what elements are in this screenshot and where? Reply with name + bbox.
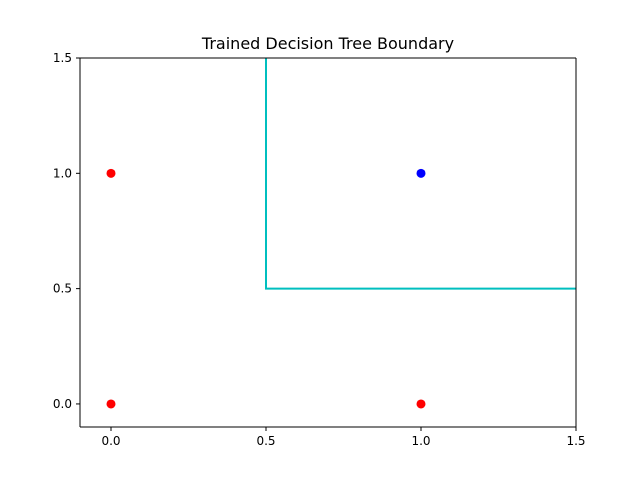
x-tick-label: 1.0 <box>411 434 430 448</box>
y-tick-label: 0.0 <box>53 397 72 411</box>
data-point <box>416 399 426 409</box>
data-point <box>416 168 426 178</box>
data-point <box>106 168 116 178</box>
x-tick-label: 1.5 <box>566 434 585 448</box>
axes: 0.0 0.5 1.0 1.5 0.0 0.5 1.0 1.5 <box>53 51 586 448</box>
x-tick-label: 0.0 <box>101 434 120 448</box>
plot-area <box>106 58 576 409</box>
y-tick-label: 0.5 <box>53 282 72 296</box>
y-tick-label: 1.5 <box>53 51 72 65</box>
chart-title: Trained Decision Tree Boundary <box>201 34 454 53</box>
x-tick-label: 0.5 <box>256 434 275 448</box>
data-point <box>106 399 116 409</box>
decision-boundary-line <box>265 58 576 290</box>
y-tick-label: 1.0 <box>53 166 72 180</box>
